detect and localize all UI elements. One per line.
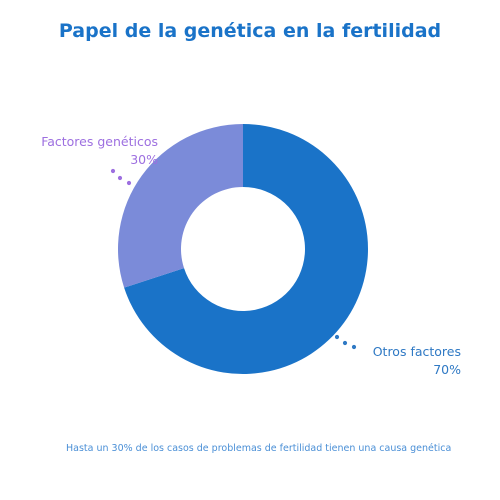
leader-dots-otros-factores xyxy=(334,334,357,350)
leader-dot xyxy=(334,334,340,340)
slice-factores-gen-ticos xyxy=(117,124,243,288)
chart-footnote: Hasta un 30% de los casos de problemas d… xyxy=(66,443,452,454)
slice-label-otros-factores-name: Otros factores xyxy=(372,344,461,359)
slice-otros-factores xyxy=(124,124,368,375)
leader-dot xyxy=(110,168,116,174)
slice-label-otros-factores-value: 70% xyxy=(433,362,461,377)
leader-dot xyxy=(126,180,132,186)
slice-label-factores-geneticos-value: 30% xyxy=(130,152,158,167)
leader-dot xyxy=(342,340,348,346)
chart-title: Papel de la genética en la fertilidad xyxy=(58,20,442,42)
slice-label-factores-geneticos-name: Factores genéticos xyxy=(41,134,158,149)
slice-label-otros-factores: Otros factores 70% xyxy=(340,343,461,379)
slice-label-factores-geneticos: Factores genéticos 30% xyxy=(0,133,158,169)
leader-dot xyxy=(117,175,123,181)
leader-dots-factores-geneticos xyxy=(110,168,132,186)
leader-dot xyxy=(351,344,357,350)
